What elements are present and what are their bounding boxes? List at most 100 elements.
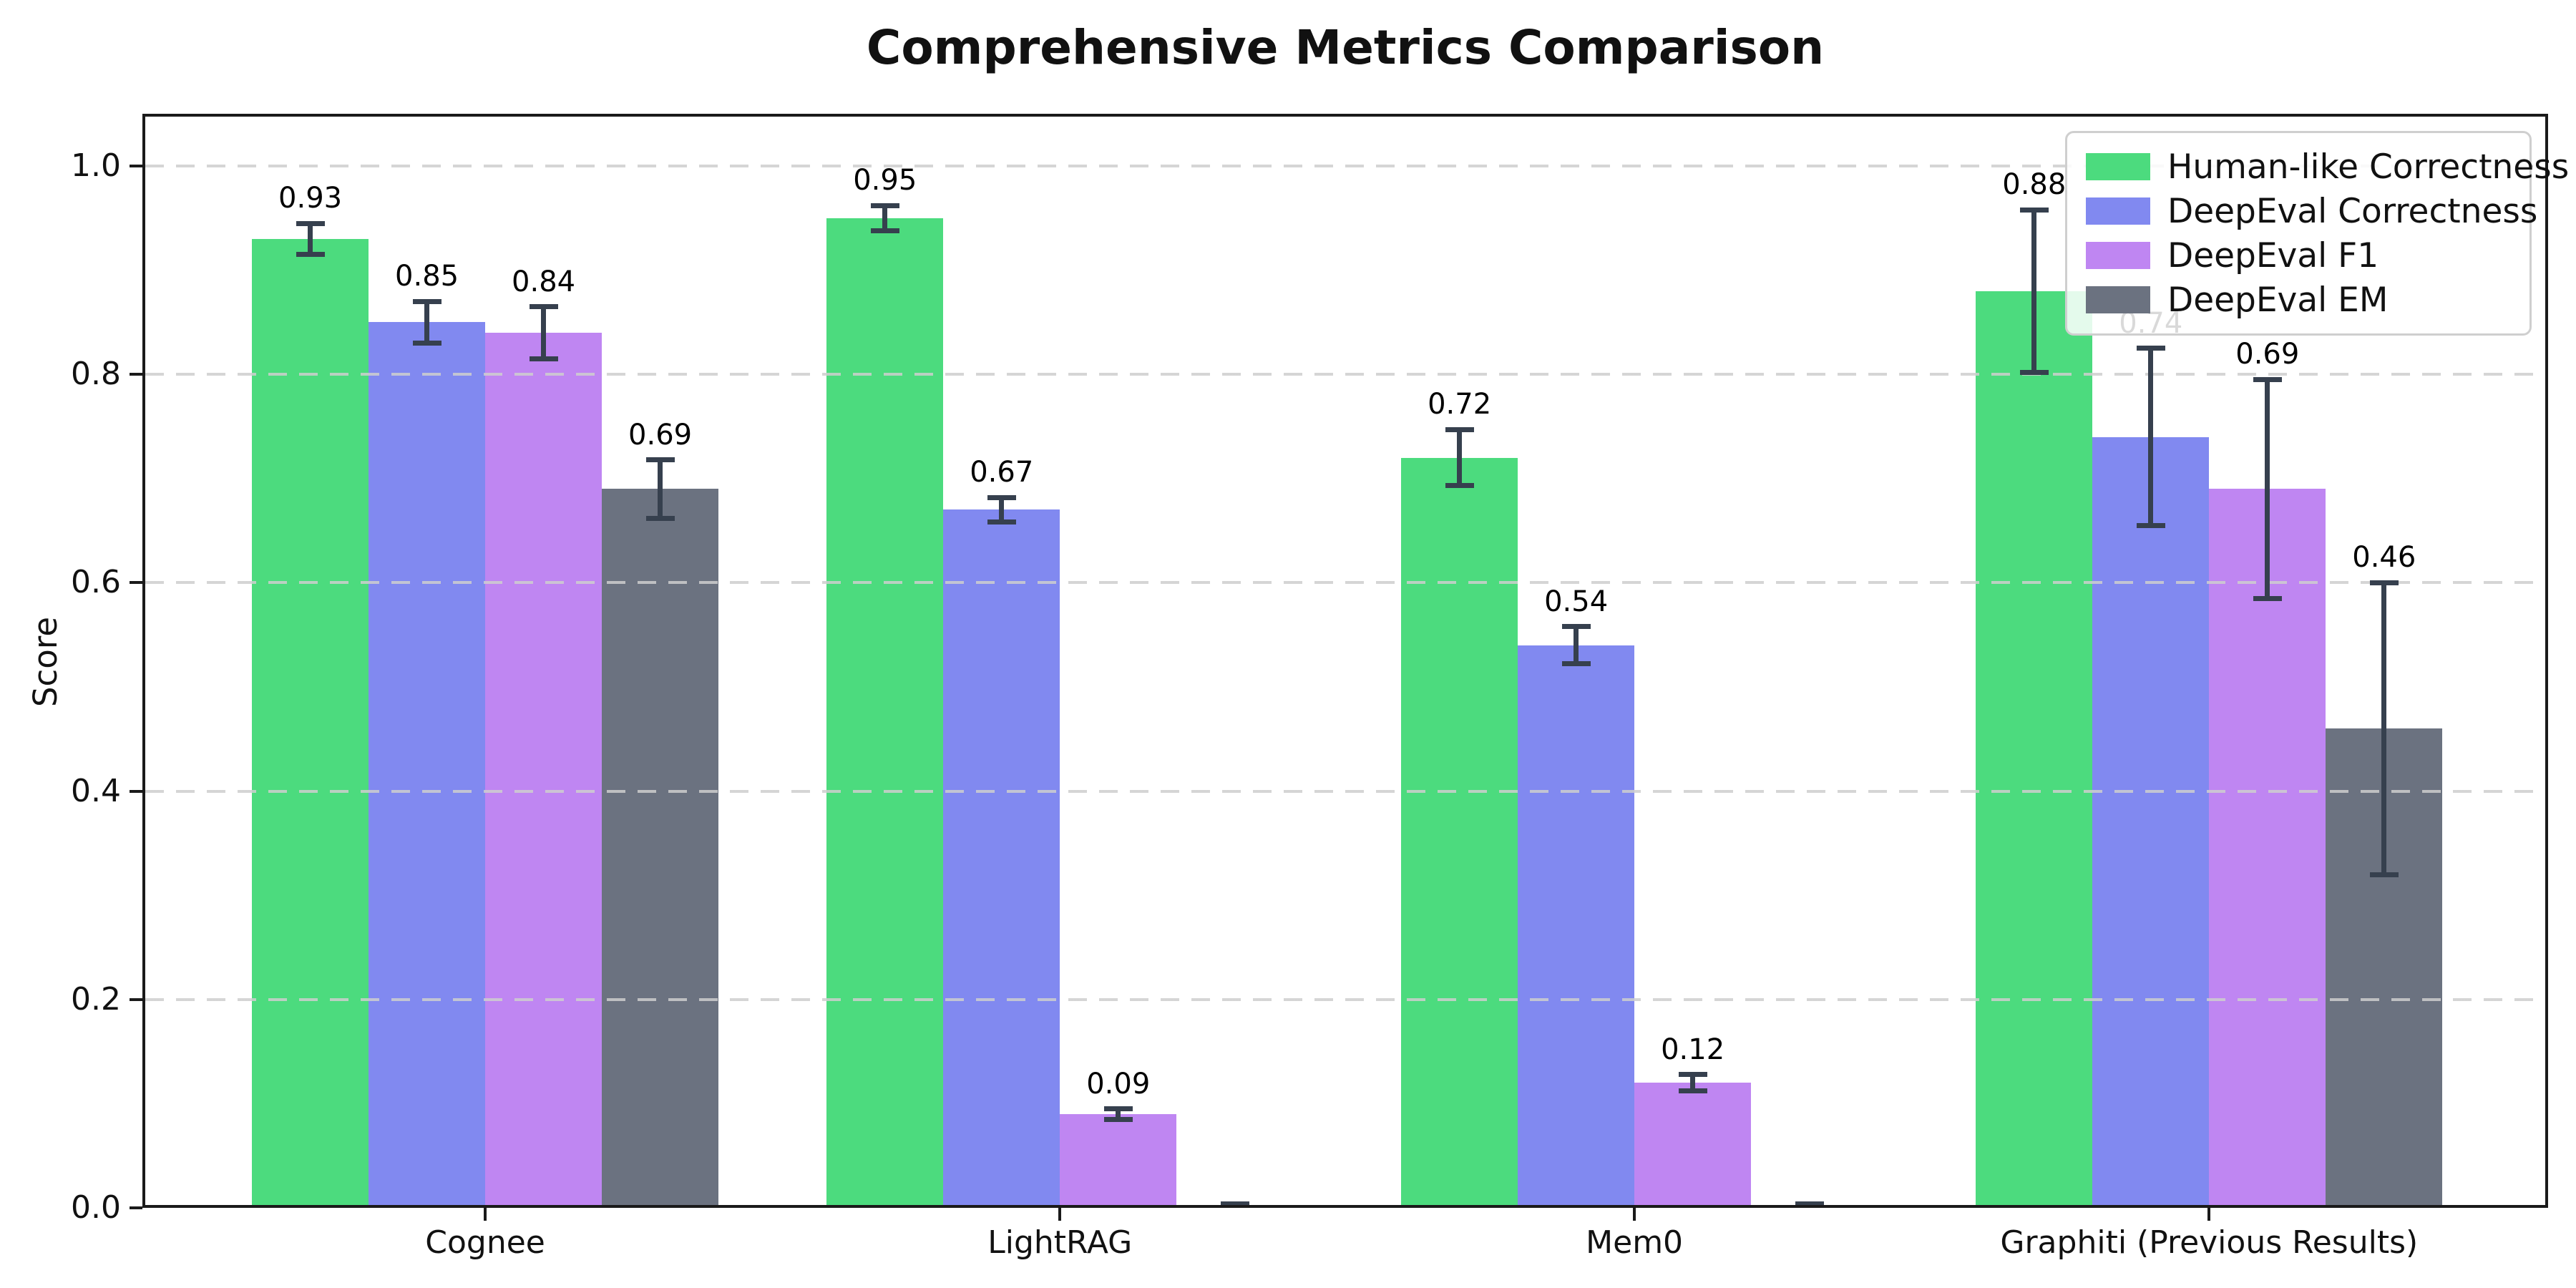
x-tick (1058, 1208, 1062, 1221)
y-tick (130, 373, 142, 376)
error-bar-cap-bottom (529, 356, 558, 361)
gridline (145, 373, 2545, 376)
bar-value-label: 0.84 (512, 265, 576, 298)
y-tick-label: 0.0 (71, 1189, 121, 1226)
error-bar-cap-bottom (870, 228, 899, 233)
y-tick (130, 165, 142, 167)
x-tick-label: Cognee (425, 1224, 545, 1261)
gridline (145, 165, 2545, 167)
error-bar-cap-top (1103, 1106, 1133, 1112)
bar (1634, 1083, 1752, 1208)
x-tick-label: Graphiti (Previous Results) (2000, 1224, 2419, 1261)
error-bar (2265, 379, 2270, 599)
x-tick (1633, 1208, 1636, 1221)
legend-row: DeepEval F1 (2086, 233, 2511, 278)
bar-value-label: 0.69 (628, 418, 693, 452)
error-bar-cap-top (412, 298, 441, 304)
error-bar-cap-top (1220, 1201, 1249, 1206)
bar (485, 332, 602, 1208)
error-bar-cap-top (296, 220, 325, 226)
y-tick (130, 1206, 142, 1209)
error-bar-cap-top (2369, 580, 2399, 585)
error-bar (1457, 429, 1463, 486)
error-bar-cap-bottom (987, 519, 1016, 525)
error-bar-cap-bottom (2019, 369, 2049, 375)
legend-row: Human-like Correctness (2086, 145, 2569, 189)
error-bar (541, 306, 547, 359)
error-bar-cap-top (2136, 346, 2165, 351)
error-bar-cap-bottom (296, 252, 325, 258)
bar-value-label: 0.67 (970, 456, 1034, 489)
x-tick-label: Mem0 (1586, 1224, 1684, 1261)
y-tick (130, 581, 142, 585)
legend-row: DeepEval Correctness (2086, 189, 2537, 233)
bar (2209, 489, 2326, 1208)
error-bar-cap-bottom (412, 341, 441, 346)
bar (2092, 436, 2210, 1208)
bar (369, 322, 486, 1208)
bar-value-label: 0.72 (1428, 388, 1492, 421)
error-bar (308, 223, 313, 255)
y-tick-label: 0.2 (71, 980, 121, 1018)
gridline (145, 581, 2545, 585)
error-bar-cap-top (1795, 1201, 1824, 1206)
error-bar-cap-top (1678, 1072, 1707, 1078)
bar-value-label: 0.88 (2002, 168, 2067, 202)
error-bar-cap-top (1445, 426, 1474, 432)
error-bar-cap-top (645, 457, 675, 463)
legend: Human-like Correctness DeepEval Correctne… (2065, 131, 2569, 336)
y-tick-label: 1.0 (71, 147, 121, 184)
error-bar-cap-top (529, 304, 558, 310)
error-bar (999, 497, 1005, 522)
bar (1518, 645, 1635, 1208)
bar-value-label: 0.95 (853, 164, 917, 197)
bar (943, 509, 1060, 1208)
chart-title: Comprehensive Metrics Comparison (866, 20, 1825, 75)
legend-label: DeepEval Correctness (2167, 191, 2538, 231)
x-tick (2207, 1208, 2211, 1221)
error-bar-cap-bottom (1678, 1088, 1707, 1094)
bar-value-label: 0.46 (2352, 541, 2416, 575)
bar-value-label: 0.09 (1086, 1067, 1151, 1101)
error-bar (1574, 626, 1579, 664)
error-bar-cap-bottom (1445, 483, 1474, 489)
legend-label: Human-like Correctness (2167, 147, 2570, 187)
error-bar (658, 459, 663, 519)
y-tick-label: 0.8 (71, 356, 121, 393)
error-bar (2148, 348, 2154, 526)
error-bar (2381, 582, 2387, 875)
error-bar (1116, 1108, 1121, 1120)
error-bar-cap-bottom (645, 515, 675, 521)
y-tick (130, 997, 142, 1001)
legend-label: DeepEval F1 (2167, 235, 2379, 275)
bar (1060, 1113, 1177, 1208)
bar (826, 218, 944, 1208)
y-tick-label: 0.4 (71, 772, 121, 809)
error-bar (882, 205, 888, 231)
error-bar (2031, 210, 2037, 373)
bar (1976, 291, 2093, 1208)
x-tick (484, 1208, 487, 1221)
bar-value-label: 0.69 (2235, 338, 2300, 371)
error-bar-cap-bottom (1103, 1116, 1133, 1122)
error-bar (424, 301, 430, 343)
bar-value-label: 0.85 (395, 260, 459, 293)
error-bar (1690, 1074, 1696, 1091)
legend-swatch (2086, 242, 2150, 269)
y-tick (130, 789, 142, 793)
bar-value-label: 0.93 (278, 182, 343, 215)
bar (1401, 457, 1518, 1208)
bar (602, 489, 719, 1208)
error-bar-cap-bottom (2253, 595, 2282, 601)
error-bar-cap-bottom (2369, 872, 2399, 877)
error-bar-cap-bottom (2136, 522, 2165, 528)
error-bar-cap-top (2019, 207, 2049, 213)
error-bar-cap-bottom (1561, 661, 1591, 667)
legend-swatch (2086, 153, 2150, 180)
error-bar-cap-top (987, 494, 1016, 500)
legend-swatch (2086, 286, 2150, 313)
gridline (145, 789, 2545, 793)
error-bar-cap-top (1561, 624, 1591, 630)
x-tick-label: LightRAG (987, 1224, 1133, 1261)
